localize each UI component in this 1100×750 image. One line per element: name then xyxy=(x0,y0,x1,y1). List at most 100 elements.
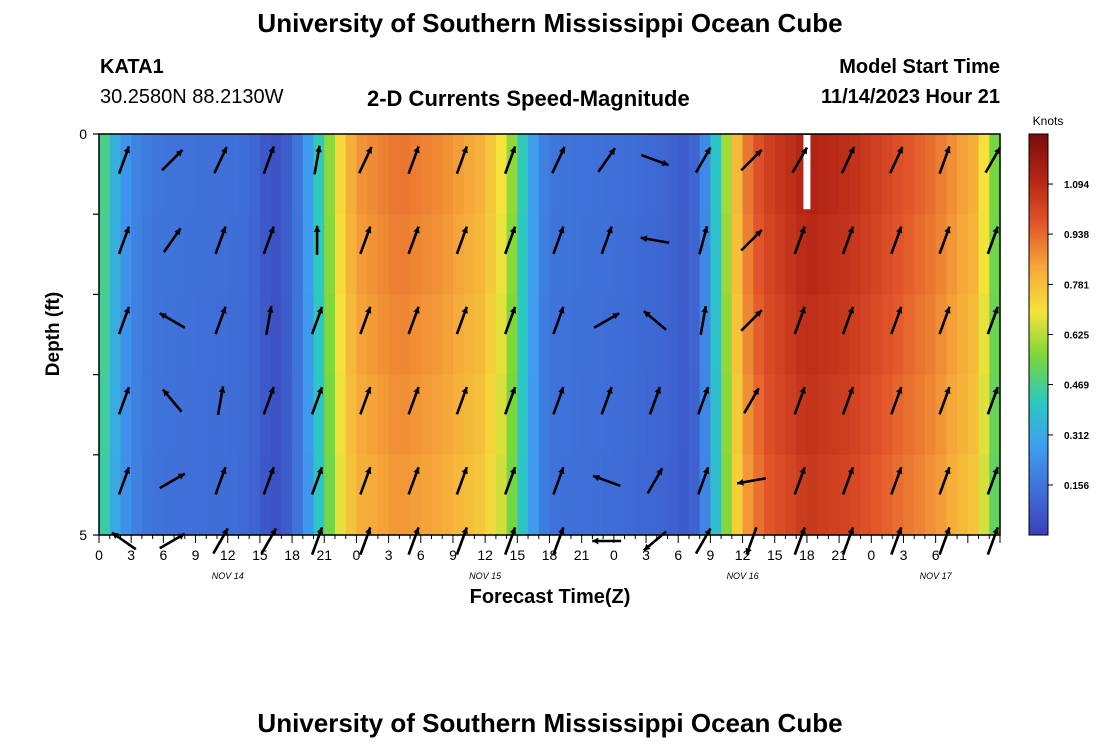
vector-head xyxy=(704,147,711,155)
heatmap-cell xyxy=(281,374,293,456)
heatmap-cell xyxy=(731,214,744,295)
vector-head xyxy=(123,387,131,394)
heatmap-cell xyxy=(549,134,561,215)
vector-head xyxy=(123,146,131,154)
heatmap-cell xyxy=(292,294,304,376)
heatmap-cell xyxy=(721,294,733,376)
heatmap-cell xyxy=(334,294,347,376)
heatmap-cell xyxy=(463,454,476,536)
vector-head xyxy=(461,306,468,314)
heatmap-cell xyxy=(452,134,465,215)
heatmap-cell xyxy=(410,134,422,215)
vector-head xyxy=(365,146,372,154)
heatmap-cell xyxy=(324,454,336,536)
vector-head xyxy=(847,467,855,475)
heatmap-cell xyxy=(334,374,347,456)
heatmap-cell xyxy=(216,214,229,295)
x-tick-label: 21 xyxy=(831,547,847,563)
heatmap-cell xyxy=(388,374,400,456)
vector-head xyxy=(606,387,613,394)
heatmap-cell xyxy=(774,374,787,456)
heatmap-cell xyxy=(646,134,658,215)
heatmap-cell xyxy=(967,374,980,456)
current-vector xyxy=(793,306,806,335)
heatmap-cell xyxy=(292,454,304,536)
heatmap-cell xyxy=(109,134,122,215)
heatmap-cell xyxy=(474,214,486,295)
heatmap-cell xyxy=(495,134,508,215)
x-tick-label: 18 xyxy=(542,547,558,563)
heatmap-cell xyxy=(849,294,862,376)
heatmap-cell xyxy=(667,454,679,536)
heatmap-cell xyxy=(324,214,336,295)
heatmap-cell xyxy=(345,134,358,215)
heatmap-cell xyxy=(485,214,497,295)
heatmap-cell xyxy=(388,454,400,536)
vector-head xyxy=(365,306,372,314)
heatmap-cell xyxy=(313,134,325,215)
heatmap-cell xyxy=(699,214,711,295)
heatmap-cell xyxy=(592,214,604,295)
x-tick-label: 21 xyxy=(574,547,590,563)
heatmap-cell xyxy=(538,294,551,376)
heatmap-cell xyxy=(184,214,197,295)
heatmap-cell xyxy=(431,374,443,456)
current-vector xyxy=(841,386,855,415)
heatmap-cell xyxy=(581,134,594,215)
vector-head xyxy=(413,146,420,154)
current-vector xyxy=(161,148,184,172)
current-vector xyxy=(890,306,903,335)
heatmap-cell xyxy=(935,214,947,295)
heatmap-cell xyxy=(774,294,787,376)
current-vector xyxy=(551,146,566,174)
heatmap-cell xyxy=(849,214,862,295)
heatmap-cell xyxy=(924,134,937,215)
heatmap-cell xyxy=(377,294,390,376)
heatmap-cell xyxy=(570,374,583,456)
current-vector xyxy=(359,526,372,556)
heatmap-cell xyxy=(281,134,293,215)
heatmap-cell xyxy=(388,294,400,376)
vector-head xyxy=(992,387,999,394)
current-vector xyxy=(697,386,710,415)
heatmap-cell xyxy=(345,374,358,456)
vector-head xyxy=(316,306,324,314)
heatmap-cell xyxy=(420,454,433,536)
heatmap-cell xyxy=(356,294,368,376)
heatmap-cell xyxy=(334,134,347,215)
heatmap-cell xyxy=(410,214,422,295)
heatmap-cell xyxy=(946,214,958,295)
current-vector xyxy=(694,146,712,174)
heatmap-cell xyxy=(431,454,443,536)
vector-head xyxy=(799,527,806,535)
heatmap-cell xyxy=(249,214,261,295)
heatmap-cell xyxy=(806,374,819,456)
heatmap-cell xyxy=(560,454,572,536)
x-day-label: NOV 14 xyxy=(212,571,244,581)
heatmap-cell xyxy=(131,134,143,215)
current-vector xyxy=(743,387,760,414)
heatmap-cell xyxy=(978,134,990,215)
colorbar: Knots 1.094 0.938 0.781 0.625 0.469 0.312 0.15… xyxy=(1028,114,1089,536)
current-vector xyxy=(793,386,806,415)
heatmap-cell xyxy=(892,374,905,456)
vector-head xyxy=(847,306,855,314)
current-vector xyxy=(938,145,951,175)
heatmap-cell xyxy=(560,294,572,376)
heatmap-cell xyxy=(871,454,883,536)
heatmap-cell xyxy=(324,294,336,376)
vector-head xyxy=(270,528,277,536)
heatmap-cell xyxy=(120,214,132,295)
heatmap-cell xyxy=(967,134,980,215)
heatmap-cell xyxy=(817,294,829,376)
heatmap-cell xyxy=(452,294,465,376)
heatmap-cell xyxy=(549,214,561,295)
heatmap-cell xyxy=(892,294,905,376)
heatmap-cell xyxy=(270,214,282,295)
station-coords: 30.2580N 88.2130W xyxy=(100,86,284,108)
current-vector xyxy=(503,526,517,556)
vector-head xyxy=(944,226,951,234)
heatmap-cell xyxy=(560,134,572,215)
heatmap-cell xyxy=(849,454,862,536)
heatmap-cell xyxy=(914,134,926,215)
